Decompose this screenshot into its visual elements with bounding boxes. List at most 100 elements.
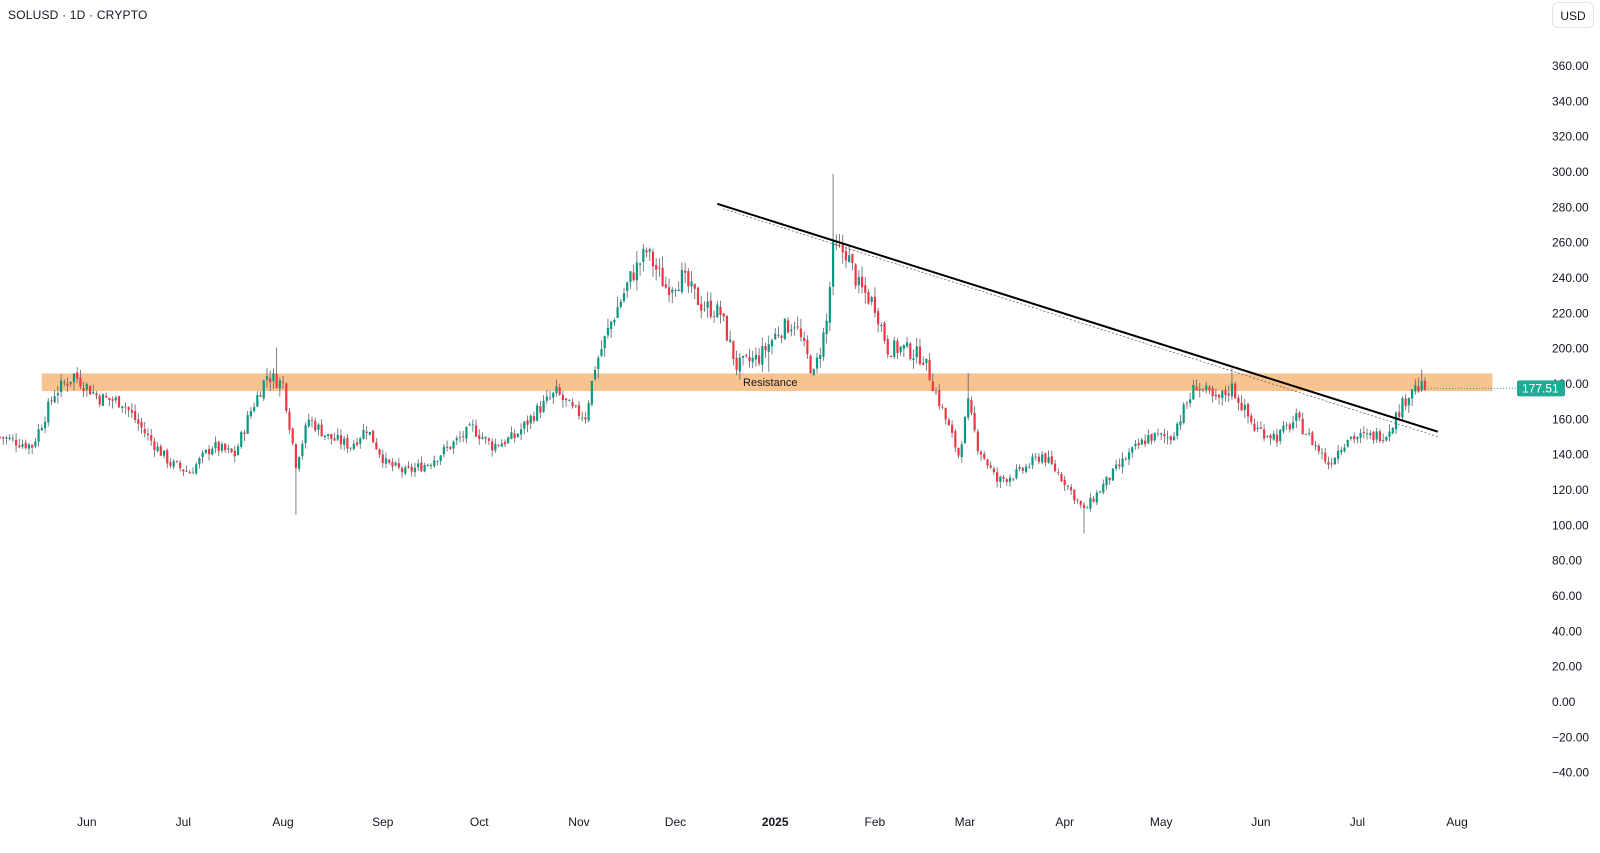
- candle-body: [18, 445, 21, 448]
- candle: [105, 392, 108, 399]
- candle-body: [384, 458, 388, 464]
- candle: [780, 334, 783, 344]
- candle-body: [153, 441, 156, 451]
- candle-body: [175, 461, 179, 462]
- candle: [857, 270, 860, 294]
- candle-body: [1282, 425, 1285, 432]
- candle-body: [130, 410, 133, 413]
- candle-body: [606, 327, 610, 336]
- candle: [951, 420, 954, 438]
- candle-body: [333, 438, 336, 441]
- candle: [301, 440, 304, 460]
- candle: [410, 463, 413, 477]
- candle: [66, 377, 69, 392]
- candle-body: [1189, 399, 1192, 404]
- price-tick-label: 0.00: [1552, 695, 1576, 709]
- candle-body: [767, 344, 770, 352]
- candle-body: [1279, 429, 1282, 442]
- candle: [870, 295, 873, 306]
- candle: [983, 451, 986, 461]
- candle: [169, 458, 172, 469]
- candle: [561, 391, 564, 408]
- candle-body: [793, 327, 796, 329]
- candle: [124, 402, 127, 415]
- candle: [1214, 388, 1217, 401]
- candle: [1288, 422, 1291, 433]
- candle: [664, 276, 667, 289]
- candle: [407, 461, 410, 469]
- candle: [934, 387, 938, 395]
- candle: [320, 419, 323, 437]
- candle-body: [1291, 422, 1295, 429]
- candle: [1269, 433, 1272, 445]
- candle-body: [1404, 398, 1407, 407]
- candle-body: [587, 403, 590, 421]
- candle: [735, 350, 738, 376]
- candle-body: [1108, 477, 1111, 481]
- candle-body: [600, 349, 603, 356]
- candle: [680, 262, 684, 295]
- candle-body: [79, 377, 82, 387]
- candle: [156, 441, 159, 453]
- candle: [1089, 493, 1092, 512]
- candle-body: [999, 476, 1002, 483]
- candle-body: [362, 429, 365, 439]
- candle: [1394, 411, 1398, 435]
- candle: [873, 287, 877, 318]
- candle-body: [719, 306, 722, 315]
- candle: [381, 449, 384, 468]
- candle-body: [1401, 398, 1404, 418]
- candle-body: [1008, 477, 1012, 482]
- candle: [957, 447, 960, 459]
- candle: [880, 322, 883, 332]
- candle: [314, 417, 317, 433]
- candle: [1124, 456, 1127, 461]
- candle-body: [34, 441, 37, 447]
- candle: [82, 381, 85, 398]
- candle-body: [1391, 428, 1394, 434]
- price-tick-label: 120.00: [1552, 483, 1589, 497]
- candle-body: [359, 438, 362, 444]
- candle: [1008, 474, 1012, 487]
- candle-body: [828, 287, 831, 323]
- candle-body: [893, 340, 896, 357]
- candle: [452, 440, 455, 454]
- candle: [761, 337, 764, 372]
- candle-body: [182, 469, 185, 472]
- candle-body: [738, 357, 741, 372]
- candle: [111, 396, 114, 409]
- price-axis[interactable]: −40.00 −20.00 0.00 20.00 40.00 60.00 80.00 100.…: [1552, 59, 1589, 780]
- candle: [436, 460, 439, 466]
- currency-button[interactable]: USD: [1552, 2, 1594, 28]
- candle: [1134, 440, 1137, 450]
- candle-body: [590, 380, 593, 405]
- candle-body: [1340, 450, 1343, 453]
- price-tick-label: 40.00: [1552, 624, 1582, 638]
- time-tick-label: Aug: [272, 815, 293, 829]
- candle-body: [1182, 404, 1185, 423]
- time-axis[interactable]: Jun Jul Aug Sep Oct Nov Dec 2025 Feb Mar Apr May Jun…: [77, 815, 1468, 829]
- candle-body: [368, 432, 372, 435]
- candle: [1182, 401, 1185, 425]
- candle-body: [1240, 402, 1243, 411]
- candle-body: [918, 346, 922, 364]
- candle-body: [275, 374, 278, 388]
- candle: [738, 353, 741, 380]
- candle-body: [838, 244, 841, 246]
- candle: [767, 335, 770, 372]
- candle-body: [121, 406, 124, 408]
- candle: [236, 443, 240, 456]
- candle-body: [664, 284, 667, 288]
- candle: [2, 436, 5, 445]
- candle: [725, 315, 729, 342]
- candle-body: [1410, 389, 1414, 399]
- price-tick-label: 340.00: [1552, 94, 1589, 108]
- candle: [1256, 421, 1259, 433]
- candle: [8, 434, 11, 441]
- candle-body: [31, 444, 34, 448]
- symbol-title[interactable]: SOLUSD · 1D · CRYPTO: [8, 8, 148, 22]
- candle-body: [137, 419, 140, 424]
- candle-body: [88, 385, 92, 395]
